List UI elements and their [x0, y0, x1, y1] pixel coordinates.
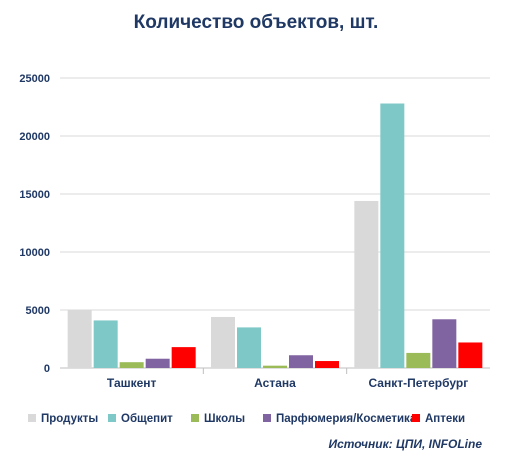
gridlines [60, 77, 490, 369]
y-axis: 0 5000 10000 15000 20000 25000 [19, 73, 50, 375]
x-tick-label: Санкт-Петербург [368, 376, 468, 390]
bars [67, 103, 483, 369]
x-tick-label: Ташкент [107, 376, 157, 390]
legend-swatch [263, 414, 271, 422]
legend-swatch [108, 414, 116, 422]
legend-swatch [28, 414, 36, 422]
y-tick-label: 25000 [19, 73, 50, 85]
bar-1-2 [211, 316, 235, 368]
legend-swatch [191, 414, 199, 422]
legend: Продукты Общепит Школы Парфюмерия/Косметика… [28, 413, 465, 425]
bar-3-3 [406, 352, 431, 368]
legend-label: Общепит [121, 413, 173, 425]
bar-3-1 [119, 362, 144, 368]
source-note: Источник: ЦПИ, INFOLine [328, 437, 482, 451]
bar-5-3 [458, 342, 483, 368]
bar-2-3 [380, 103, 405, 369]
bar-3-2 [263, 365, 287, 368]
bar-2-2 [237, 327, 261, 368]
bar-1-1 [67, 310, 92, 368]
legend-label: Продукты [41, 413, 98, 425]
legend-label: Парфюмерия/Косметика [276, 413, 417, 425]
y-tick-label: 15000 [19, 189, 50, 201]
x-tick-label: Астана [254, 376, 296, 390]
bar-4-2 [289, 355, 313, 368]
chart-title: Количество объектов, шт. [134, 12, 379, 33]
legend-label: Аптеки [425, 413, 465, 425]
bar-5-2 [315, 361, 339, 368]
bar-1-3 [354, 200, 379, 368]
bar-4-3 [432, 319, 457, 368]
bar-5-1 [171, 347, 196, 368]
legend-label: Школы [204, 413, 245, 425]
bar-2-1 [93, 320, 118, 368]
legend-swatch [412, 414, 420, 422]
x-axis: Ташкент Астана Санкт-Петербург [107, 368, 468, 390]
y-tick-label: 5000 [26, 305, 50, 317]
y-tick-label: 0 [44, 363, 50, 375]
y-tick-label: 20000 [19, 131, 50, 143]
y-tick-label: 10000 [19, 247, 50, 259]
bar-4-1 [145, 358, 170, 368]
